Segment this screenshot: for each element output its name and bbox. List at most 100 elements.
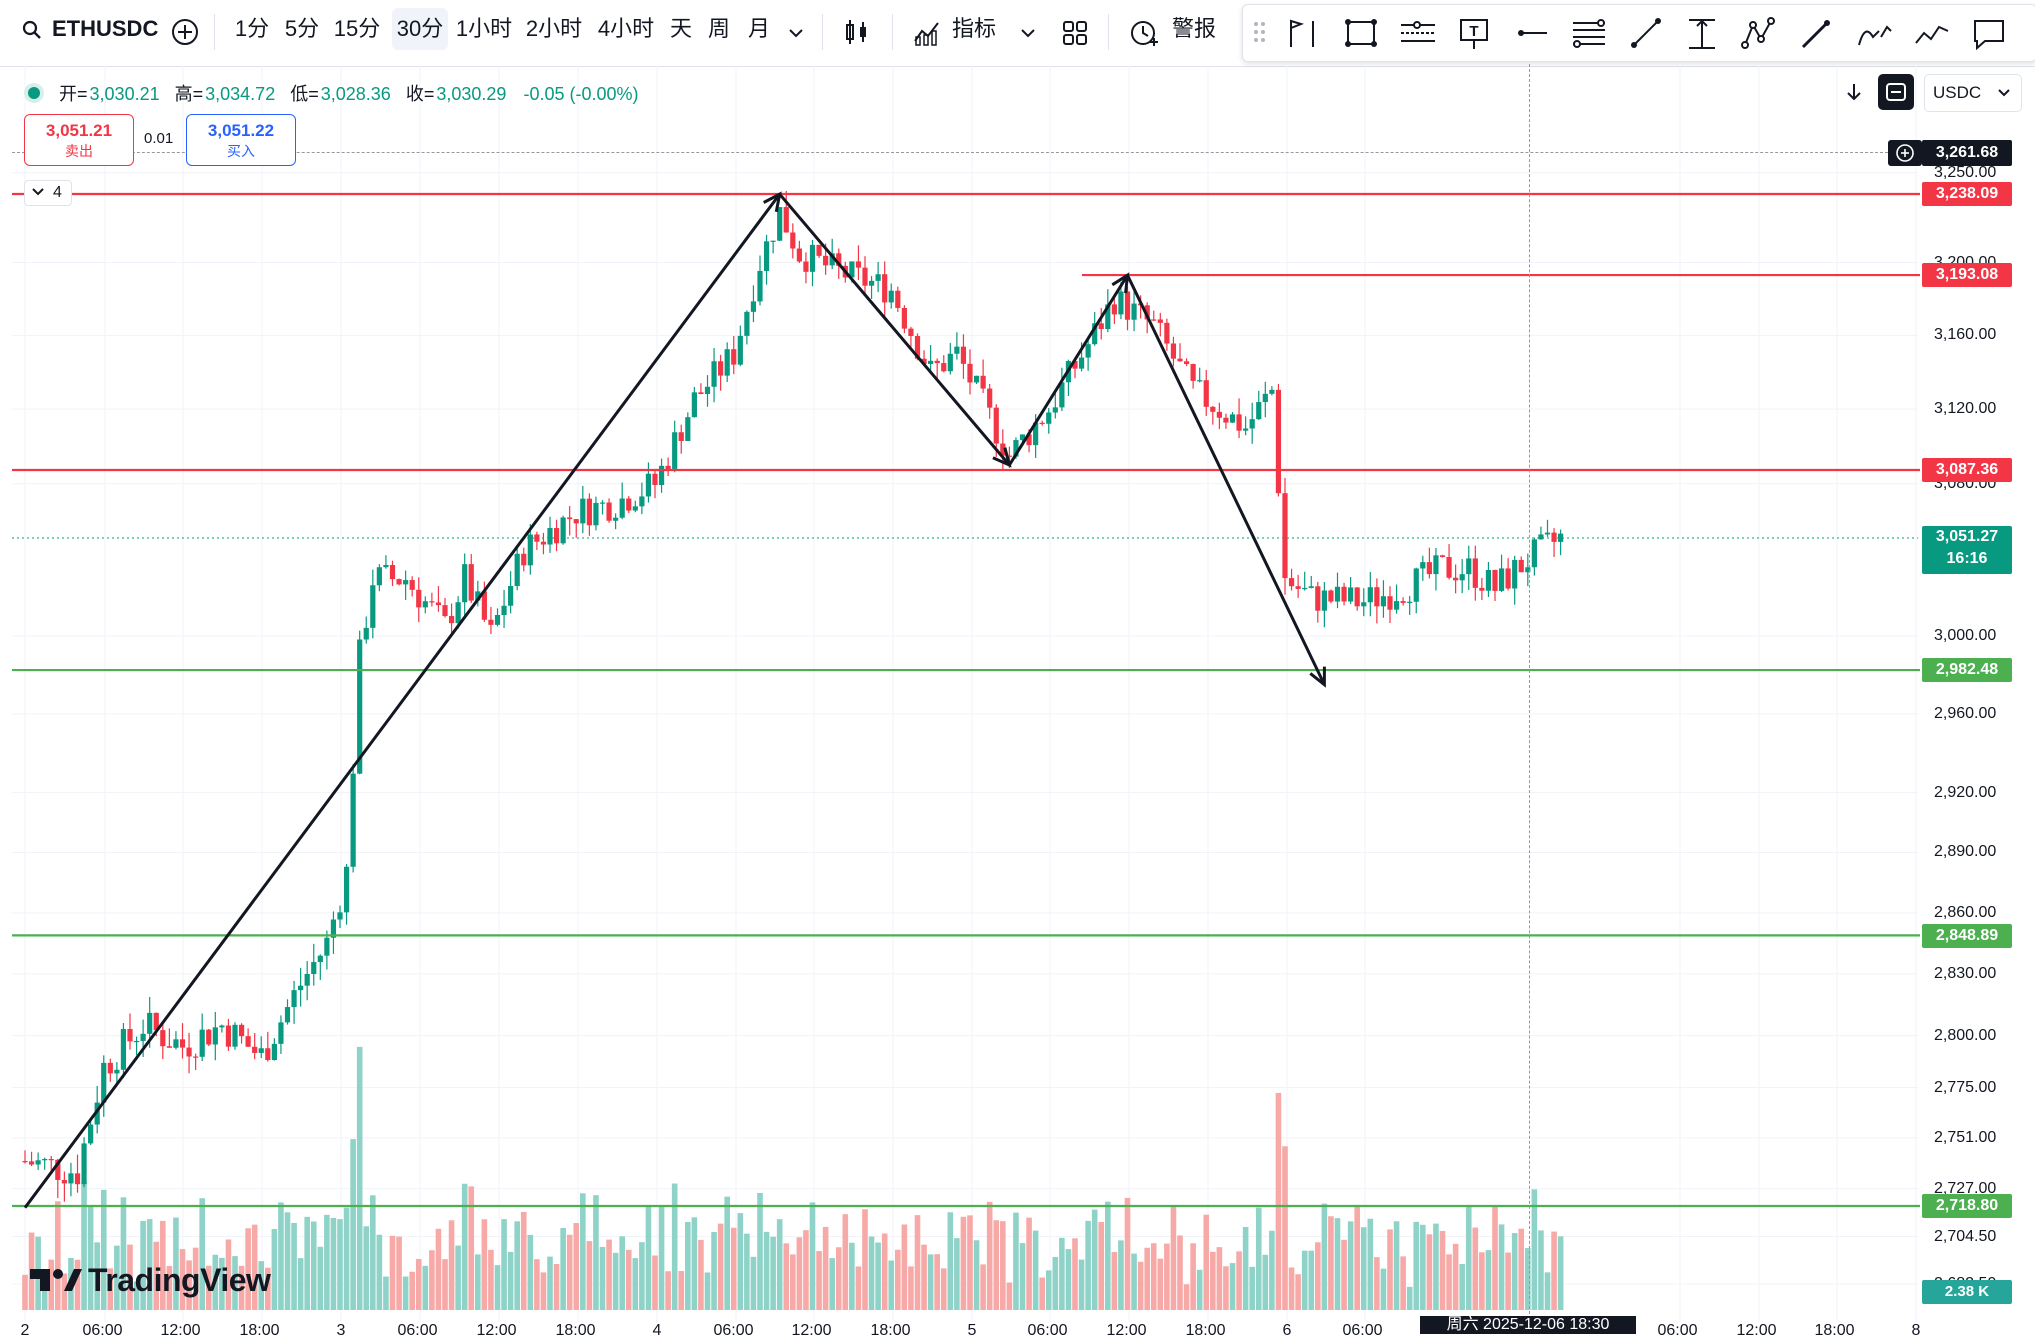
interval-1h[interactable]: 1小时 — [455, 16, 513, 41]
volume-bar — [448, 1220, 455, 1310]
interval-1m[interactable]: 1分 — [234, 16, 270, 41]
candle-body — [1105, 304, 1111, 330]
candle-body — [1551, 532, 1557, 542]
interval-5m[interactable]: 5分 — [284, 16, 320, 41]
drawings-group-toggle[interactable]: 4 — [24, 180, 72, 206]
text-tool-icon[interactable]: T — [1457, 17, 1491, 56]
arrow-shaft — [1126, 274, 1326, 686]
curve-brush-icon[interactable] — [1855, 17, 1893, 56]
price-tick: 2,830.00 — [1934, 964, 1997, 982]
candle-body — [376, 567, 382, 586]
buy-button[interactable]: 3,051.22 买入 — [186, 114, 296, 166]
price-axis[interactable]: 3,250.00 3,200.00 3,160.00 3,120.00 3,080.00… — [1918, 64, 2035, 1324]
fib-retracement-icon[interactable] — [1571, 17, 1607, 54]
indicators-icon[interactable] — [912, 17, 942, 52]
volume-bar — [566, 1234, 573, 1310]
candle-body — [744, 311, 750, 336]
candle-body — [1256, 402, 1262, 420]
candle-body — [914, 336, 921, 359]
candle-body — [468, 564, 474, 601]
chevron-down-icon[interactable] — [788, 26, 804, 44]
candle-body — [704, 386, 711, 395]
volume-bar — [415, 1258, 422, 1310]
candle-body — [22, 1161, 28, 1163]
currency-select[interactable]: USDC — [1924, 74, 2022, 112]
divider — [892, 14, 893, 50]
time-tick: 12:00 — [1736, 1322, 1777, 1339]
volume-bar — [1406, 1286, 1413, 1310]
interval-4h[interactable]: 4小时 — [597, 16, 655, 41]
auto-scale-icon[interactable] — [1878, 74, 1914, 110]
pattern-icon[interactable] — [1741, 17, 1777, 56]
interval-day[interactable]: 天 — [669, 16, 692, 41]
volume-bar — [1118, 1240, 1124, 1310]
candle-body — [1216, 411, 1222, 418]
candle-body — [1453, 577, 1459, 581]
volume-bar — [803, 1230, 809, 1310]
volume-bar — [671, 1183, 678, 1310]
candle-body — [888, 290, 894, 303]
interval-month[interactable]: 月 — [747, 16, 770, 41]
volume-bar — [744, 1233, 750, 1310]
volume-bar — [1374, 1257, 1380, 1310]
candle-body — [153, 1012, 159, 1031]
candle-body — [698, 392, 704, 395]
time-tick: 5 — [967, 1322, 977, 1339]
volume-bar — [297, 1258, 304, 1310]
symbol-name[interactable]: ETHUSDC — [52, 16, 159, 41]
crosshair-time-label: 周六 2025-12-06 18:30 — [1420, 1316, 1636, 1334]
time-axis[interactable]: 2 06:00 12:00 18:00 3 06:00 12:00 18:00 4 06:00 12… — [0, 1322, 1921, 1339]
alarm-clock-icon[interactable] — [1128, 16, 1160, 53]
candle-body — [462, 564, 468, 603]
interval-week[interactable]: 周 — [707, 16, 730, 41]
candles-icon[interactable] — [842, 17, 872, 52]
alerts-button[interactable]: 警报 — [1171, 16, 1216, 41]
candle-body — [1210, 406, 1216, 412]
interval-30m[interactable]: 30分 — [392, 8, 448, 50]
comment-icon[interactable] — [1971, 17, 2007, 56]
date-range-icon[interactable] — [1685, 17, 1719, 56]
volume-bar — [1413, 1221, 1420, 1310]
volume-bar — [921, 1244, 927, 1310]
volume-bar — [1531, 1189, 1538, 1310]
price-range-icon[interactable] — [1285, 17, 1321, 54]
price-tick: 2,751.00 — [1934, 1128, 1997, 1146]
add-alert-icon[interactable] — [1888, 140, 1922, 166]
arrow-down-icon[interactable] — [1842, 80, 1866, 109]
layout-grid-icon[interactable] — [1062, 20, 1088, 51]
level-label-3087: 3,087.36 — [1922, 458, 2012, 482]
interval-15m[interactable]: 15分 — [333, 16, 381, 41]
volume-label: 2.38 K — [1922, 1280, 2012, 1304]
compare-add-icon[interactable] — [170, 17, 200, 52]
candle-body — [1446, 557, 1452, 578]
rectangle-icon[interactable] — [1343, 17, 1379, 54]
drag-handle-icon[interactable] — [1253, 21, 1267, 48]
volume-bar — [829, 1258, 835, 1310]
candle-body — [68, 1173, 74, 1184]
annotation-arrows — [23, 191, 1326, 1209]
volume-bar — [1426, 1234, 1433, 1310]
sell-button[interactable]: 3,051.21 卖出 — [24, 114, 134, 166]
volume-bar — [914, 1215, 921, 1310]
volume-bar — [1124, 1197, 1131, 1310]
horizontal-ray-icon[interactable] — [1515, 17, 1549, 54]
candle-body — [1466, 558, 1472, 575]
interval-2h[interactable]: 2小时 — [525, 16, 583, 41]
volume-bar — [980, 1264, 986, 1310]
volume-bar — [1459, 1264, 1465, 1310]
brush-icon[interactable] — [1799, 17, 1833, 56]
candle-body — [1380, 596, 1387, 607]
indicators-button[interactable]: 指标 — [951, 16, 996, 41]
parallel-channel-icon[interactable] — [1399, 17, 1437, 54]
volume-bar — [1262, 1254, 1269, 1310]
change-value: -0.05 (-0.00%) — [523, 84, 639, 104]
candle-body — [1039, 422, 1045, 424]
trend-line-icon[interactable] — [1629, 17, 1663, 54]
candle-body — [678, 432, 684, 441]
forecast-icon[interactable] — [1913, 17, 1951, 56]
chevron-down-icon[interactable] — [1020, 26, 1036, 44]
search-icon[interactable] — [22, 20, 41, 39]
volume-bar — [586, 1241, 593, 1310]
candle-body — [560, 517, 566, 544]
